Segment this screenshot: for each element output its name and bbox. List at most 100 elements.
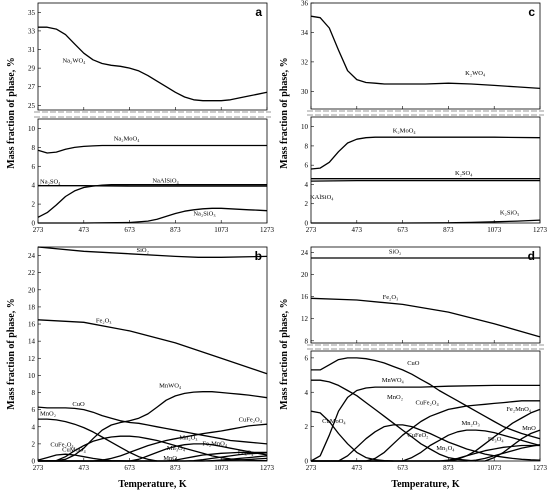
series-label: Fe₂MnO₄ xyxy=(202,441,227,448)
y-tick-label: 8 xyxy=(32,144,36,152)
series-label: Na₂WO₄ xyxy=(62,58,86,65)
panel-label: b xyxy=(255,249,262,263)
x-tick-label: 1273 xyxy=(260,464,275,472)
y-tick-label: 0 xyxy=(305,220,309,228)
y-tick-label: 35 xyxy=(28,9,36,17)
series-label: CuMoO₄ xyxy=(322,418,346,425)
upper-section: 30 32 34 36 K₂WO₄ xyxy=(301,0,541,110)
x-tick-label: 273 xyxy=(33,464,44,472)
series-line xyxy=(311,429,541,462)
y-tick-label: 12 xyxy=(28,355,36,363)
y-tick-label: 6 xyxy=(32,406,36,414)
y-tick-label: 2 xyxy=(32,201,36,209)
y-tick-label: 4 xyxy=(32,423,36,431)
panel-label: d xyxy=(528,249,535,263)
series-label: MnO xyxy=(163,455,177,462)
x-tick-label: 673 xyxy=(397,464,408,472)
panel-a: 25 27 29 31 33 35 Na₂WO₄ 0 2 4 6 8 10 273 473 673 873 107… xyxy=(6,2,275,234)
y-tick-label: 25 xyxy=(28,102,36,110)
y-tick-label: 20 xyxy=(301,271,309,279)
y-tick-label: 33 xyxy=(28,27,36,35)
series-line xyxy=(310,297,541,338)
upper-section: 8 12 16 20 24 SiO₂ Fe₂O₃ xyxy=(301,246,541,345)
y-tick-label: 30 xyxy=(301,88,309,96)
y-axis-label: Mass fraction of phase, % xyxy=(6,57,17,168)
series-line xyxy=(311,379,476,462)
series-label: Fe₂MnO₄ xyxy=(506,406,531,413)
y-tick-label: 4 xyxy=(305,389,309,397)
x-tick-label: 873 xyxy=(170,464,181,472)
series-line xyxy=(38,418,158,462)
x-axis-label: Temperature, K xyxy=(391,479,460,490)
series-line xyxy=(38,26,268,102)
x-tick-label: 473 xyxy=(352,226,363,234)
panel-label: a xyxy=(255,5,262,19)
series-line xyxy=(310,384,540,462)
series-line xyxy=(311,429,541,462)
series-line xyxy=(38,423,268,462)
y-tick-label: 0 xyxy=(32,458,36,466)
x-tick-label: 473 xyxy=(352,464,363,472)
y-tick-label: 4 xyxy=(305,181,309,189)
series-line xyxy=(310,15,541,90)
y-tick-label: 6 xyxy=(32,163,36,171)
plot-frame xyxy=(310,246,541,344)
series-line xyxy=(310,179,540,182)
y-tick-label: 8 xyxy=(32,389,36,397)
series-label: MnWO₄ xyxy=(159,382,182,389)
series-label: K₂SiO₃ xyxy=(500,209,519,216)
x-tick-label: 873 xyxy=(443,464,454,472)
series-label: K₂WO₄ xyxy=(465,70,486,77)
x-tick-label: 273 xyxy=(306,226,317,234)
y-axis-label: Mass fraction of phase, % xyxy=(279,57,290,168)
series-label: Fe₂O₃ xyxy=(383,294,399,301)
series-line xyxy=(38,443,268,462)
lower-section: 0 2 4 6 273 473 673 873 1073 1273 CuO MnWO₄ MnO₂ CuFe… xyxy=(305,350,548,472)
series-line xyxy=(311,408,541,462)
panel-label: c xyxy=(528,5,535,19)
series-label: Fe₃O₄ xyxy=(488,436,504,443)
series-line xyxy=(37,406,268,445)
x-tick-label: 1273 xyxy=(260,226,275,234)
y-tick-label: 0 xyxy=(32,220,36,228)
x-tick-label: 473 xyxy=(79,464,90,472)
y-tick-label: 18 xyxy=(28,303,36,311)
series-line xyxy=(38,207,268,224)
x-tick-label: 873 xyxy=(170,226,181,234)
series-line xyxy=(37,246,268,258)
series-line xyxy=(37,144,267,154)
x-tick-label: 873 xyxy=(443,226,454,234)
plot-frame xyxy=(37,118,268,224)
series-label: Fe₂O₃ xyxy=(96,317,112,324)
series-label: Fe₃O₄ xyxy=(238,450,254,457)
y-tick-label: 24 xyxy=(301,249,309,257)
x-tick-label: 1273 xyxy=(533,464,548,472)
series-label: CuFe₂O₄ xyxy=(415,399,439,406)
y-tick-label: 10 xyxy=(28,125,36,133)
y-tick-label: 2 xyxy=(305,423,309,431)
series-label: CuFe₂O₄ xyxy=(50,441,74,448)
y-axis-label: Mass fraction of phase, % xyxy=(6,298,17,409)
series-line xyxy=(311,219,541,224)
panel-c: 30 32 34 36 K₂WO₄ 0 2 4 6 8 10 273 473 673 873 1073 1273… xyxy=(279,0,548,234)
series-line xyxy=(38,451,267,462)
y-tick-label: 31 xyxy=(28,46,36,54)
plot-frame xyxy=(37,2,268,111)
plot-frame xyxy=(310,2,541,110)
y-tick-label: 29 xyxy=(28,65,36,73)
y-tick-label: 12 xyxy=(301,315,309,323)
x-tick-label: 1073 xyxy=(214,226,229,234)
x-tick-label: 1073 xyxy=(487,464,502,472)
series-label: Mn₃O₄ xyxy=(436,445,455,452)
series-label: Mn₃O₄ xyxy=(167,445,186,452)
series-line xyxy=(311,424,541,462)
y-tick-label: 22 xyxy=(28,269,36,277)
x-tick-label: 1073 xyxy=(487,226,502,234)
y-tick-label: 14 xyxy=(28,338,36,346)
y-tick-label: 16 xyxy=(301,293,309,301)
y-tick-label: 8 xyxy=(305,337,309,345)
y-tick-label: 24 xyxy=(28,252,36,260)
